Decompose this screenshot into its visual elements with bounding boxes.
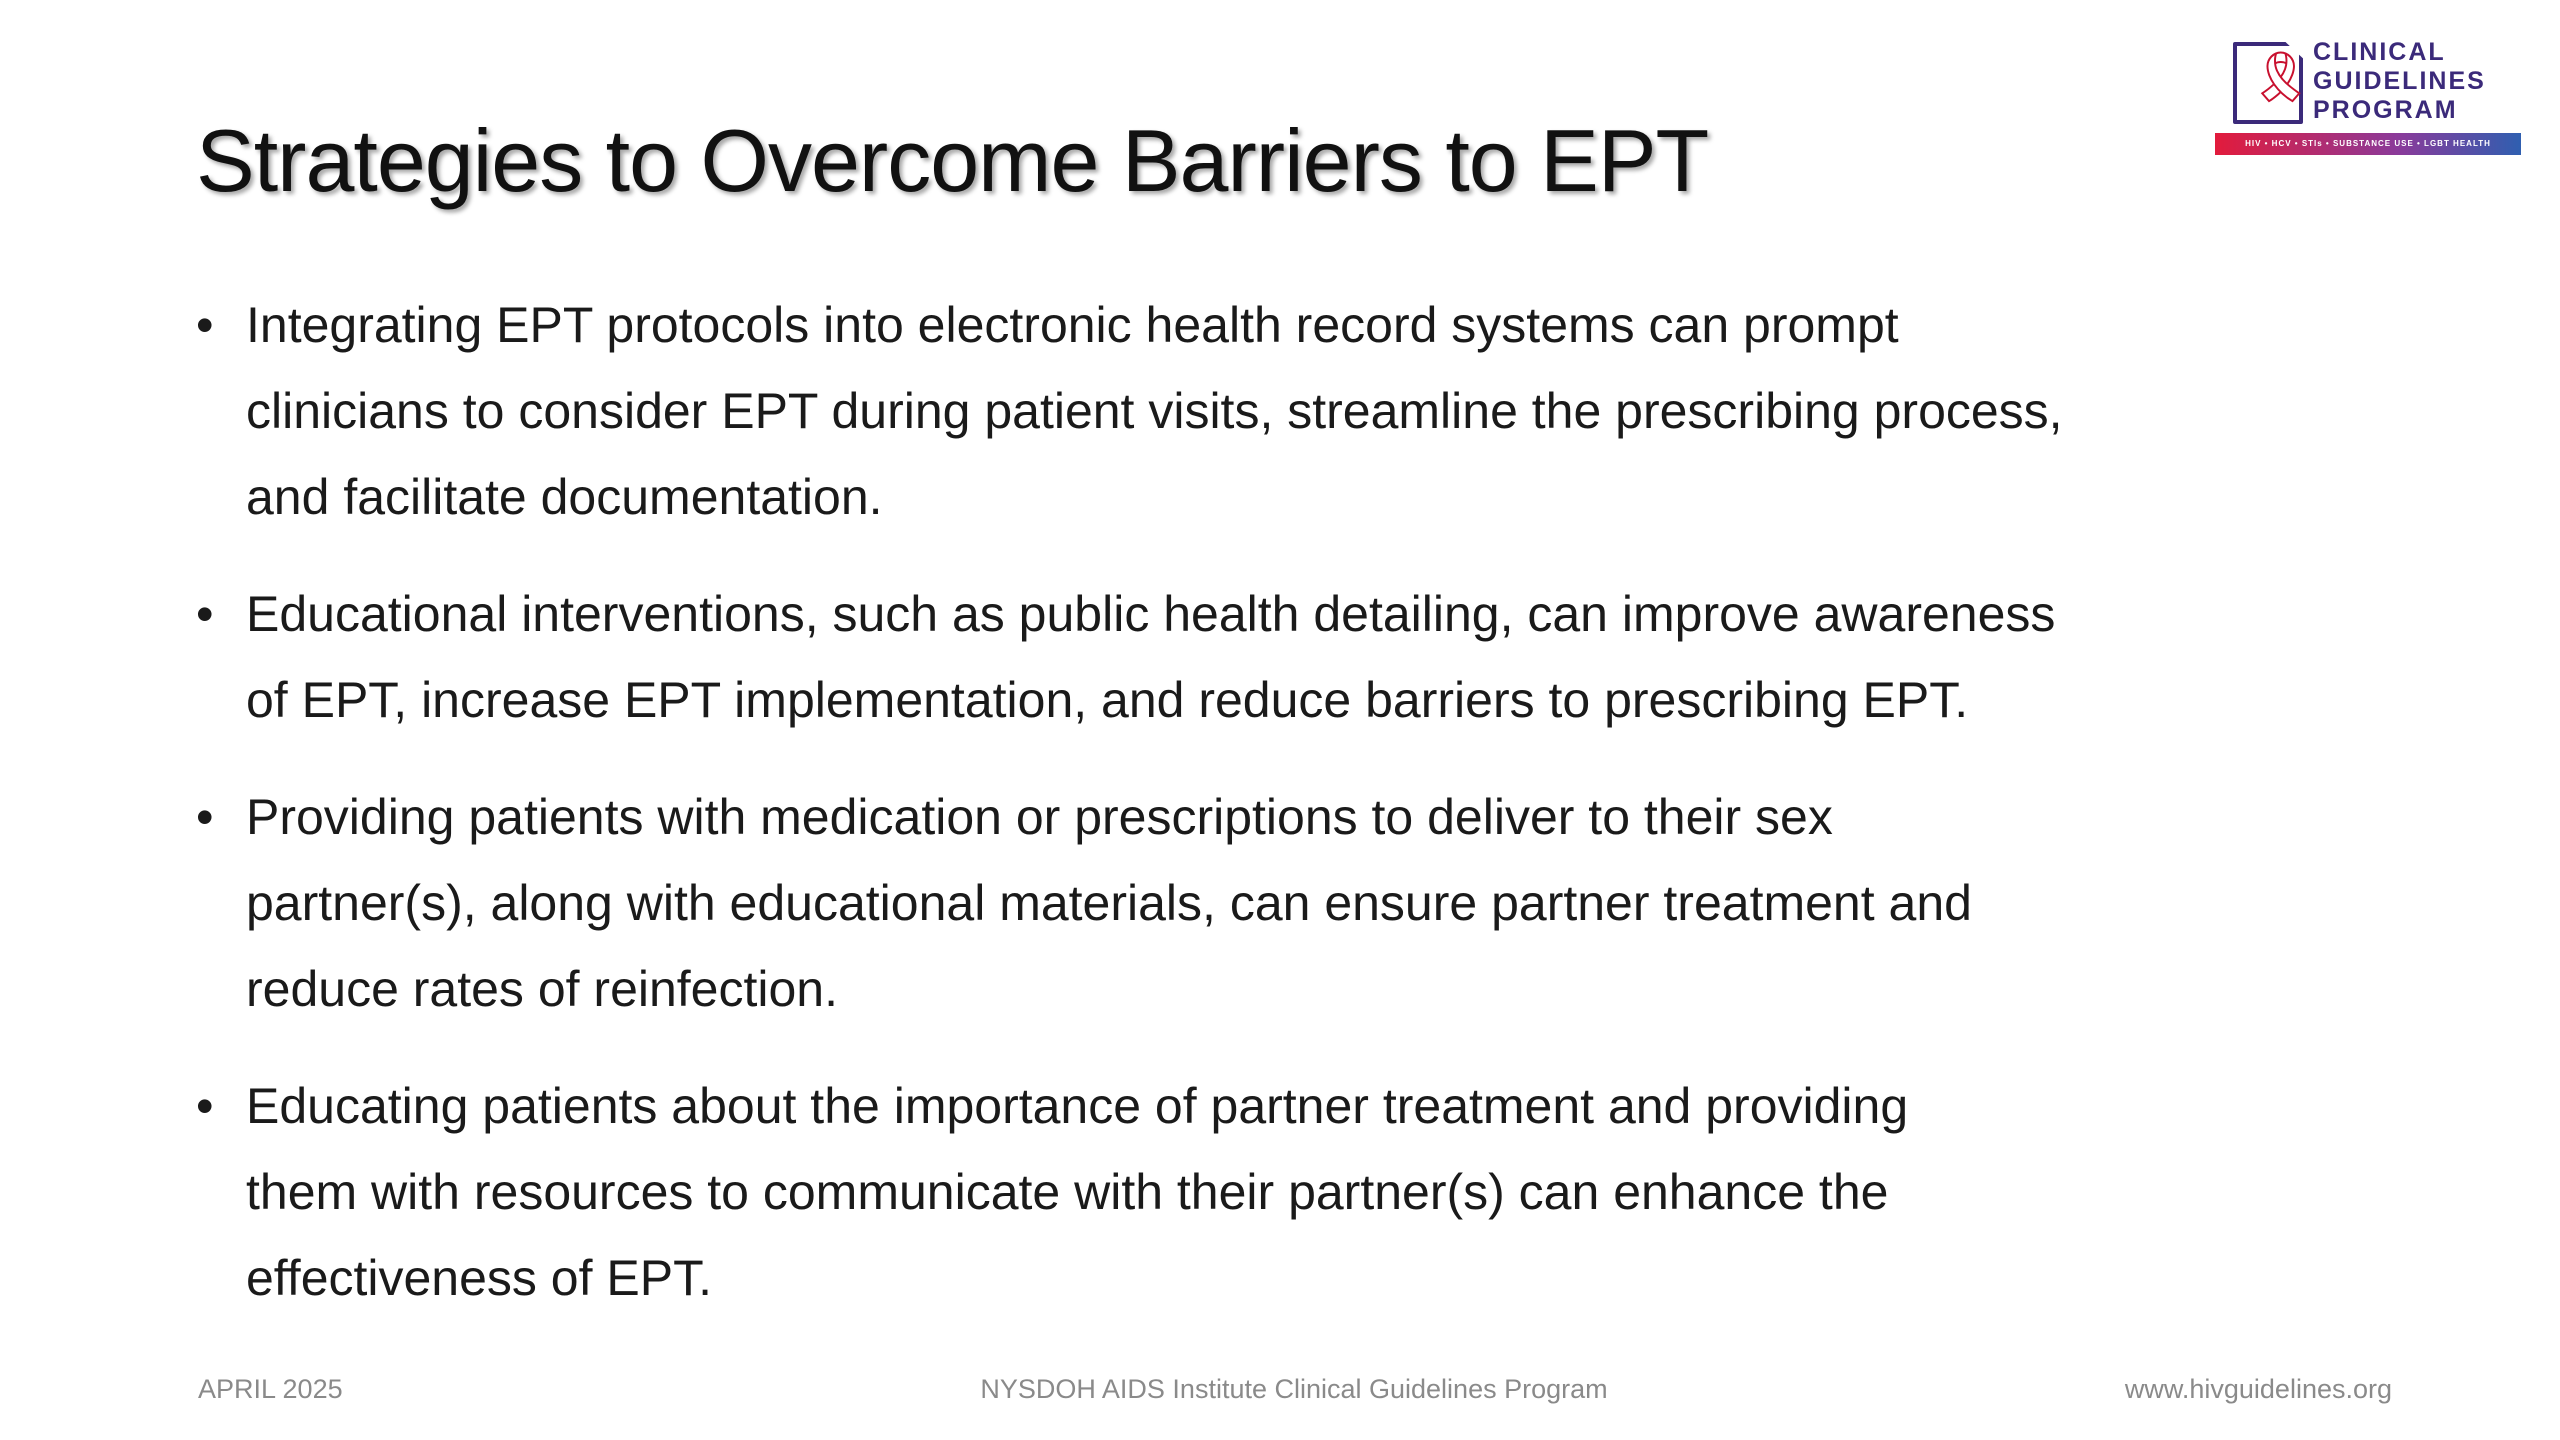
logo-line-1: CLINICAL: [2313, 38, 2446, 66]
bullet-icon: •: [196, 1078, 214, 1134]
bullet-icon: •: [196, 586, 214, 642]
clinical-guidelines-program-logo: 🎗 CLINICAL GUIDELINES PROGRAM HIV • HCV …: [2215, 38, 2525, 160]
bullet-icon: •: [196, 789, 214, 845]
footer-url: www.hivguidelines.org: [2124, 1374, 2392, 1404]
bullet-item: • Educating patients about the importanc…: [196, 1063, 2063, 1321]
footer-date: APRIL 2025: [198, 1374, 343, 1404]
awareness-ribbon-icon: 🎗: [2249, 49, 2313, 105]
bullet-item: • Providing patients with medication or …: [196, 774, 2063, 1032]
footer-program: NYSDOH AIDS Institute Clinical Guideline…: [980, 1374, 1608, 1404]
bullet-line: Providing patients with medication or pr…: [246, 789, 1833, 845]
bullet-item: • Integrating EPT protocols into electro…: [196, 282, 2063, 540]
bullet-line: Educating patients about the importance …: [246, 1078, 1909, 1134]
bullet-line: partner(s), along with educational mater…: [246, 875, 1972, 931]
bullet-line: them with resources to communicate with …: [246, 1164, 1889, 1220]
bullet-icon: •: [196, 297, 214, 353]
bullet-line: reduce rates of reinfection.: [246, 961, 838, 1017]
logo-text: CLINICAL GUIDELINES PROGRAM: [2313, 38, 2486, 125]
logo-tagline: HIV • HCV • STIs • SUBSTANCE USE • LGBT …: [2215, 133, 2521, 155]
bullet-list: • Integrating EPT protocols into electro…: [196, 282, 2063, 1352]
bullet-line: and facilitate documentation.: [246, 469, 883, 525]
bullet-line: Educational interventions, such as publi…: [246, 586, 2056, 642]
bullet-line: effectiveness of EPT.: [246, 1250, 712, 1306]
logo-line-2: GUIDELINES: [2313, 67, 2486, 95]
bullet-item: • Educational interventions, such as pub…: [196, 571, 2063, 743]
bullet-line: Integrating EPT protocols into electroni…: [246, 297, 1899, 353]
logo-line-3: PROGRAM: [2313, 96, 2458, 124]
document-icon: [2233, 42, 2303, 124]
slide-title: Strategies to Overcome Barriers to EPT: [196, 111, 1709, 210]
bullet-line: of EPT, increase EPT implementation, and…: [246, 672, 1969, 728]
bullet-line: clinicians to consider EPT during patien…: [246, 383, 2063, 439]
